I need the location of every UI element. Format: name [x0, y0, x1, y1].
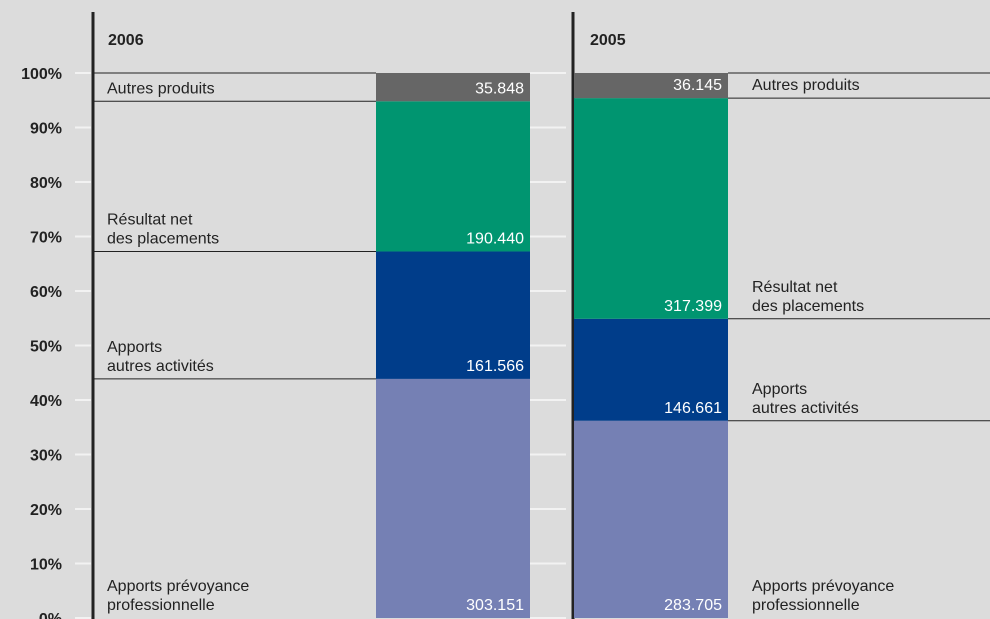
- y-tick-label: 80%: [30, 175, 62, 192]
- y-tick-label: 10%: [30, 557, 62, 574]
- bar-segment: [376, 73, 530, 102]
- series-label-line: Autres produits: [107, 80, 215, 97]
- y-tick-label: 20%: [30, 502, 62, 519]
- series-label: Résultat net des placements: [107, 211, 219, 247]
- series-label: Apports prévoyance professionnelle: [107, 578, 249, 614]
- series-label: Apports autres activités: [107, 339, 214, 375]
- series-label: Résultat net des placements: [752, 279, 864, 315]
- series-label: Apports autres activités: [752, 381, 859, 417]
- y-tick-label: 90%: [30, 121, 62, 138]
- value-label: 283.705: [664, 597, 722, 614]
- y-tick-label: 0%: [39, 611, 62, 619]
- y-tick-label: 30%: [30, 448, 62, 465]
- series-label-line: professionnelle: [752, 597, 860, 614]
- y-tick-label: 60%: [30, 284, 62, 301]
- bar-segment: [376, 251, 530, 379]
- series-label-line: autres activités: [107, 358, 214, 375]
- series-label: Autres produits: [107, 80, 215, 97]
- series-label-line: Apports: [752, 381, 807, 398]
- bar-segment: [574, 98, 728, 319]
- y-tick-label: 40%: [30, 393, 62, 410]
- bar-segment: [376, 378, 530, 618]
- series-label-line: Apports prévoyance: [107, 578, 249, 595]
- series-label: Apports prévoyance professionnelle: [752, 578, 894, 614]
- category-label: 2005: [590, 32, 626, 49]
- series-label-line: des placements: [107, 230, 219, 247]
- series-label-line: autres activités: [752, 400, 859, 417]
- series-label-line: Résultat net: [107, 211, 193, 228]
- value-label: 36.145: [673, 77, 722, 94]
- y-tick-label: 70%: [30, 230, 62, 247]
- category-label: 2006: [108, 32, 144, 49]
- bar-segment: [376, 101, 530, 252]
- bar-segment: [574, 73, 728, 99]
- series-label: Autres produits: [752, 77, 860, 94]
- value-label: 190.440: [466, 230, 524, 247]
- y-tick-label: 100%: [21, 66, 62, 83]
- value-label: 303.151: [466, 597, 524, 614]
- y-tick-label: 50%: [30, 339, 62, 356]
- series-label-line: Résultat net: [752, 279, 838, 296]
- series-label-line: Autres produits: [752, 77, 860, 94]
- value-label: 161.566: [466, 358, 524, 375]
- series-label-line: des placements: [752, 298, 864, 315]
- value-label: 35.848: [475, 80, 524, 97]
- series-label-line: Apports: [107, 339, 162, 356]
- series-label-line: professionnelle: [107, 597, 215, 614]
- series-label-line: Apports prévoyance: [752, 578, 894, 595]
- value-label: 317.399: [664, 298, 722, 315]
- bar-segment: [574, 420, 728, 618]
- value-label: 146.661: [664, 400, 722, 417]
- bar-segment: [574, 318, 728, 421]
